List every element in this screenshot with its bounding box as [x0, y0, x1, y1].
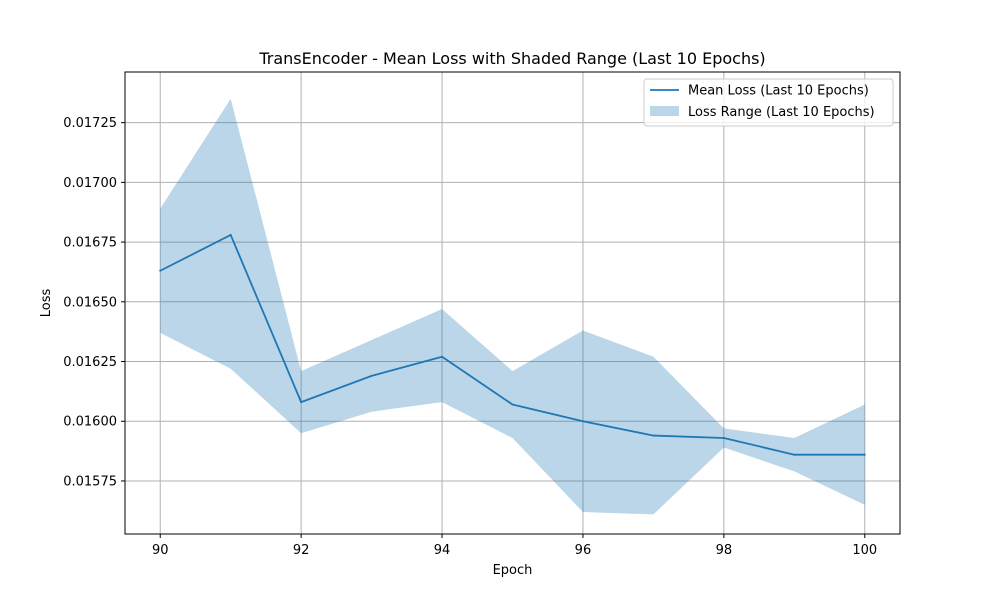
mean-loss-point — [300, 401, 303, 404]
y-tick-label: 0.01675 — [63, 236, 117, 251]
legend-box — [643, 78, 894, 127]
x-axis-label: Epoch — [493, 563, 533, 578]
y-tick-label: 0.01725 — [63, 116, 117, 131]
y-tick-label: 0.01575 — [63, 474, 117, 489]
legend-label-mean: Mean Loss (Last 10 Epochs) — [688, 84, 869, 99]
loss-range-band — [160, 98, 865, 515]
y-tick-label: 0.01650 — [63, 295, 117, 310]
y-tick-label: 0.01700 — [63, 176, 117, 191]
legend-label-range: Loss Range (Last 10 Epochs) — [688, 105, 875, 120]
y-tick-label: 0.01625 — [63, 355, 117, 370]
mean-loss-point — [229, 233, 232, 236]
x-tick-label: 98 — [716, 543, 733, 558]
plot-data — [159, 98, 866, 515]
y-tick-label: 0.01600 — [63, 415, 117, 430]
axis-ticks: 90 92 94 96 98 100 0.01575 0.01600 0.01625 0.0165… — [63, 116, 877, 558]
mean-loss-point — [511, 403, 514, 406]
legend: Mean Loss (Last 10 Epochs) Loss Range (La… — [643, 78, 894, 127]
chart-title: TransEncoder - Mean Loss with Shaded Ran… — [258, 49, 765, 68]
x-tick-label: 100 — [852, 543, 877, 558]
x-tick-label: 92 — [293, 543, 310, 558]
mean-loss-point — [441, 355, 444, 358]
mean-loss-point — [370, 374, 373, 377]
x-tick-label: 94 — [434, 543, 451, 558]
plot-frame — [124, 71, 901, 535]
legend-band-swatch — [650, 106, 679, 116]
mean-loss-point — [793, 453, 796, 456]
mean-loss-point — [581, 420, 584, 423]
y-axis-label: Loss — [39, 289, 54, 318]
mean-loss-point — [652, 434, 655, 437]
x-tick-label: 90 — [152, 543, 169, 558]
mean-loss-point — [863, 453, 866, 456]
x-tick-label: 96 — [575, 543, 592, 558]
mean-loss-point — [159, 269, 162, 272]
mean-loss-point — [722, 436, 725, 439]
